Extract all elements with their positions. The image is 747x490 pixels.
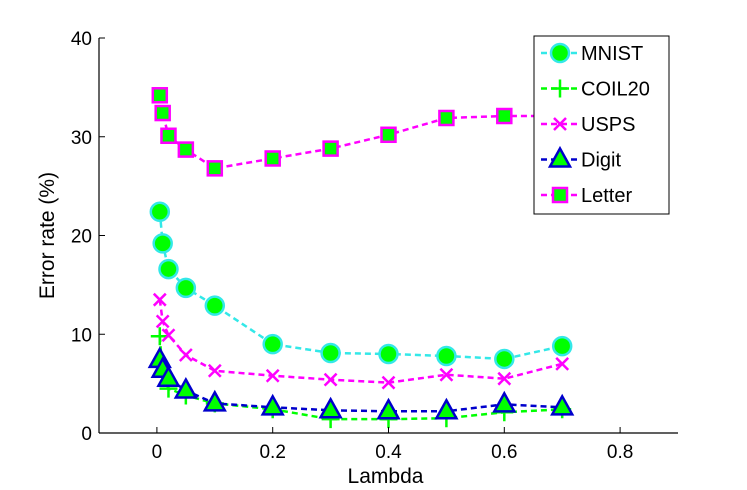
data-point-usps-9 xyxy=(497,371,512,386)
data-point-mnist-5 xyxy=(262,333,283,355)
legend: MNIST COIL20 USPS Digit Letter xyxy=(533,35,670,215)
data-point-digit-10 xyxy=(550,393,575,416)
data-point-mnist-3 xyxy=(175,277,197,299)
legend-label: USPS xyxy=(581,114,635,136)
legend-entry-letter: Letter xyxy=(541,185,632,207)
data-point-letter-3 xyxy=(177,141,195,158)
data-point-letter-0 xyxy=(151,87,169,104)
legend-marker xyxy=(547,145,573,168)
data-point-letter-8 xyxy=(438,109,455,127)
data-point-letter-1 xyxy=(154,104,171,122)
data-point-mnist-6 xyxy=(320,342,341,364)
data-point-digit-7 xyxy=(376,397,401,420)
legend-marker xyxy=(549,42,571,64)
data-point-letter-5 xyxy=(264,150,281,167)
data-point-mnist-7 xyxy=(378,343,399,365)
data-point-digit-6 xyxy=(318,396,343,419)
x-tick-label: 0.8 xyxy=(607,442,633,463)
legend-marker xyxy=(551,79,569,98)
y-tick-label: 10 xyxy=(71,325,92,346)
data-point-mnist-4 xyxy=(204,295,226,316)
data-point-usps-2 xyxy=(161,328,176,343)
data-point-letter-6 xyxy=(322,140,339,157)
data-point-mnist-9 xyxy=(494,348,515,370)
series-digit xyxy=(147,346,575,420)
data-point-usps-4 xyxy=(207,363,222,378)
x-tick-label: 0.6 xyxy=(491,442,517,463)
legend-label: COIL20 xyxy=(581,79,650,101)
data-point-usps-8 xyxy=(439,367,454,382)
data-point-digit-2 xyxy=(156,365,181,387)
legend-label: Digit xyxy=(581,150,621,172)
y-tick-label: 40 xyxy=(71,29,92,50)
data-point-letter-9 xyxy=(496,107,513,125)
series-mnist xyxy=(149,201,573,370)
y-tick-label: 30 xyxy=(71,128,92,149)
data-point-mnist-10 xyxy=(551,335,573,357)
series-usps xyxy=(152,292,570,390)
y-axis-label: Error rate (%) xyxy=(36,172,59,299)
data-point-usps-6 xyxy=(323,372,338,387)
axes-layer: 0 0.2 0.4 0.6 0.8 0 10 20 30 40 Lambda Error rate (… xyxy=(36,29,678,488)
data-point-usps-7 xyxy=(381,375,396,390)
data-point-usps-0 xyxy=(152,292,167,307)
data-point-usps-1 xyxy=(155,314,170,329)
series-line-mnist xyxy=(158,211,563,361)
data-point-letter-4 xyxy=(206,160,224,177)
legend-label: MNIST xyxy=(581,43,643,65)
series-line-letter xyxy=(158,95,563,170)
legend-label: Letter xyxy=(581,185,632,207)
y-tick-label: 20 xyxy=(71,227,92,248)
data-point-digit-4 xyxy=(202,389,227,412)
data-point-mnist-8 xyxy=(436,345,457,367)
data-point-usps-10 xyxy=(555,356,570,371)
data-point-usps-5 xyxy=(265,368,280,383)
data-point-digit-8 xyxy=(434,397,459,420)
data-point-letter-2 xyxy=(160,127,177,145)
legend-entry-digit: Digit xyxy=(541,145,621,172)
x-tick-label: 0 xyxy=(152,442,163,463)
data-point-mnist-1 xyxy=(152,233,173,254)
x-tick-label: 0.2 xyxy=(259,442,285,463)
data-point-digit-5 xyxy=(260,393,285,416)
data-point-digit-3 xyxy=(173,376,198,399)
y-tick-label: 0 xyxy=(81,424,92,445)
data-point-digit-9 xyxy=(492,390,517,413)
data-point-mnist-0 xyxy=(149,201,171,223)
x-axis-label: Lambda xyxy=(348,465,424,488)
legend-entry-coil20: COIL20 xyxy=(541,79,650,101)
data-point-mnist-2 xyxy=(158,258,179,280)
legend-marker xyxy=(553,117,567,131)
legend-entry-usps: USPS xyxy=(541,114,635,136)
data-point-letter-7 xyxy=(380,126,397,144)
x-tick-label: 0.4 xyxy=(375,442,402,463)
series-layer xyxy=(147,87,575,429)
legend-marker xyxy=(551,186,569,204)
series-letter xyxy=(151,87,571,177)
legend-entry-mnist: MNIST xyxy=(541,42,643,65)
data-point-usps-3 xyxy=(178,348,193,362)
